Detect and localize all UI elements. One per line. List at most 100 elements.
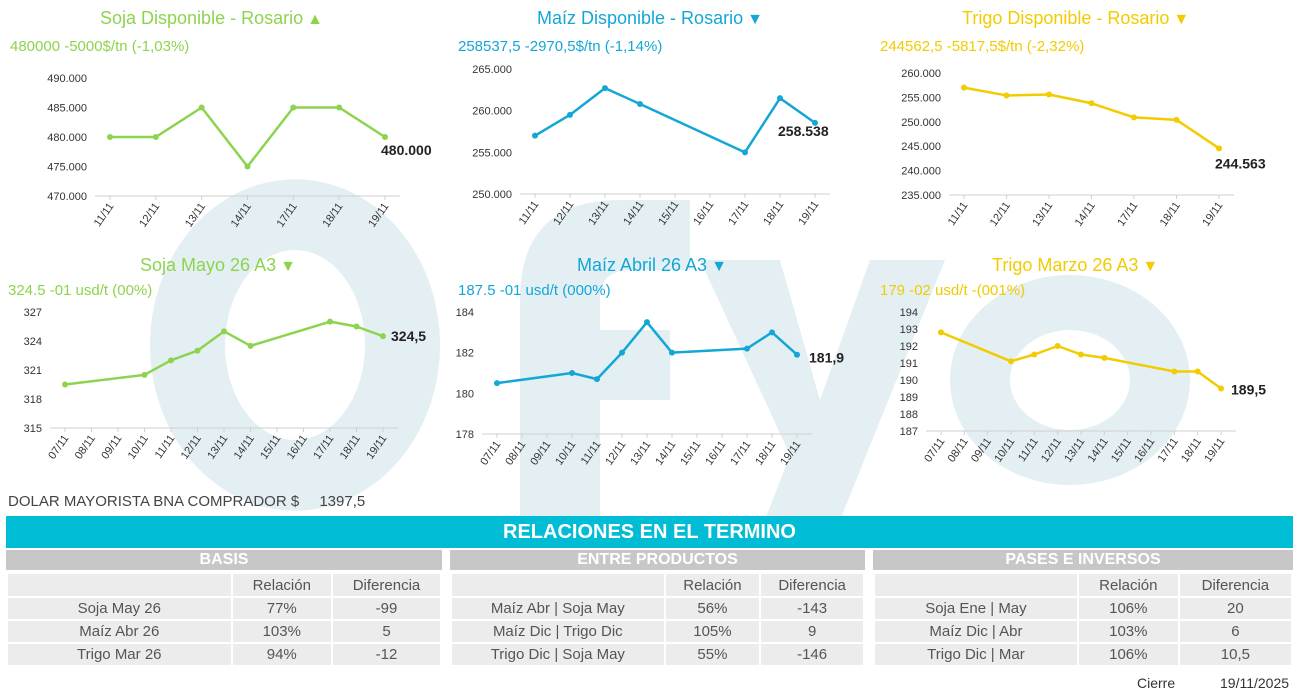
data-point — [327, 318, 333, 325]
arrow-down-icon: ▼ — [280, 258, 296, 275]
x-tick-label: 19/11 — [366, 201, 391, 230]
x-tick-label: 07/11 — [478, 439, 503, 468]
last-value-label: 189,5 — [1231, 382, 1266, 398]
x-tick-label: 09/11 — [528, 439, 553, 468]
chart-subtitle: 244562,5 -5817,5$/tn (-2,32%) — [880, 38, 1085, 55]
footer-date: 19/11/2025 — [1220, 675, 1290, 691]
data-point — [769, 329, 775, 336]
data-point — [62, 381, 68, 388]
chart-subtitle: 187.5 -01 usd/t (000%) — [458, 282, 611, 299]
chart-subtitle: 258537,5 -2970,5$/tn (-1,14%) — [458, 38, 663, 55]
row-diferencia: 5 — [332, 621, 440, 642]
x-tick-label: 12/11 — [988, 200, 1013, 229]
row-name: Trigo Dic | Soja May — [452, 644, 664, 665]
empty-header — [452, 574, 664, 596]
row-relacion: 77% — [232, 598, 331, 619]
pases-inversos-panel: PASES E INVERSOS Relación Diferencia Soja… — [873, 550, 1293, 667]
data-point — [290, 104, 297, 111]
chart-plot: 490.000 485.000 480.000 475.000 470.000 11/11… — [47, 73, 432, 230]
last-value-label: 480.000 — [381, 142, 432, 158]
data-point — [168, 357, 174, 364]
x-tick-label: 13/11 — [183, 201, 208, 230]
x-tick-label: 12/11 — [551, 199, 576, 228]
chart-plot: 19419319219119018918818707/1108/1109/111… — [900, 307, 1267, 465]
chart-trigo-marzo: Trigo Marzo 26 A3 ▼ 179 -02 usd/t -(001%)… — [864, 250, 1297, 490]
y-tick-label: 255.000 — [472, 147, 512, 159]
data-point — [938, 329, 944, 336]
empty-header — [875, 574, 1077, 596]
x-tick-label: 16/11 — [691, 199, 716, 228]
y-tick-label: 240.000 — [901, 166, 941, 178]
x-tick-label: 18/11 — [320, 201, 345, 230]
y-tick-label: 182 — [456, 348, 474, 360]
x-tick-label: 12/11 — [179, 433, 204, 462]
row-name: Trigo Mar 26 — [8, 644, 231, 665]
x-tick-label: 19/11 — [796, 199, 821, 228]
col-header-diferencia: Diferencia — [1179, 574, 1291, 596]
series-line — [110, 106, 386, 168]
data-point — [244, 163, 251, 170]
x-tick-label: 07/11 — [922, 436, 947, 465]
row-diferencia: -146 — [761, 644, 863, 665]
table-row: Maíz Abr | Soja May 56% -143 — [452, 598, 863, 619]
row-name: Maíz Dic | Abr — [875, 621, 1077, 642]
x-tick-label: 19/11 — [1200, 200, 1225, 229]
y-tick-label: 321 — [24, 365, 42, 377]
series-line — [496, 320, 798, 385]
x-tick-label: 13/11 — [205, 433, 230, 462]
data-point — [777, 95, 783, 102]
x-tick-label: 14/11 — [653, 439, 678, 468]
data-point — [961, 84, 967, 91]
y-tick-label: 475.000 — [47, 162, 87, 174]
x-tick-label: 11/11 — [579, 439, 604, 467]
chart-plot: 184 182 180 178 07/11 08/11 09/11 10/11 11/11 12/… — [456, 307, 845, 468]
row-name: Soja May 26 — [8, 598, 231, 619]
row-name: Soja Ene | May — [875, 598, 1077, 619]
data-point — [221, 328, 227, 335]
series-line — [940, 331, 1222, 390]
x-tick-label: 11/11 — [92, 201, 117, 229]
table-row: Soja May 26 77% -99 — [8, 598, 440, 619]
data-point — [1046, 91, 1052, 98]
x-tick-label: 17/11 — [311, 433, 336, 462]
data-point — [602, 85, 608, 92]
y-tick-label: 235.000 — [901, 190, 941, 202]
panel-title: BASIS — [6, 550, 442, 570]
y-tick-label: 190 — [900, 375, 918, 387]
y-tick-label: 470.000 — [47, 191, 87, 203]
y-tick-label: 188 — [900, 409, 918, 421]
y-tick-label: 260.000 — [901, 68, 941, 80]
entre-productos-table: Relación Diferencia Maíz Abr | Soja May 56… — [450, 572, 865, 667]
chart-subtitle: 324.5 -01 usd/t (00%) — [8, 282, 153, 299]
chart-title: Maíz Abril 26 A3 ▼ — [577, 255, 727, 275]
row-diferencia: 20 — [1179, 598, 1291, 619]
row-diferencia: 10,5 — [1179, 644, 1291, 665]
x-tick-label: 10/11 — [992, 436, 1017, 465]
data-point — [141, 371, 148, 378]
basis-table: Relación Diferencia Soja May 26 77% -99 Maí… — [6, 572, 442, 667]
chart-title: Trigo Disponible - Rosario ▼ — [962, 8, 1190, 28]
data-point — [637, 101, 643, 107]
row-name: Trigo Dic | Mar — [875, 644, 1077, 665]
chart-title: Soja Mayo 26 A3 ▼ — [140, 255, 296, 275]
x-tick-label: 19/11 — [364, 433, 389, 462]
pases-inversos-table: Relación Diferencia Soja Ene | May 106% 20 … — [873, 572, 1293, 667]
y-tick-label: 480.000 — [47, 132, 87, 144]
row-relacion: 94% — [232, 644, 331, 665]
y-tick-label: 187 — [900, 426, 918, 438]
chart-plot: 260.000 255.000 250.000 245.000 240.000 235.0… — [901, 68, 1266, 229]
x-tick-label: 09/11 — [99, 433, 124, 462]
data-point — [1031, 351, 1038, 358]
row-relacion: 106% — [1078, 644, 1178, 665]
y-tick-label: 194 — [900, 307, 918, 319]
arrow-up-icon: ▲ — [307, 11, 323, 28]
x-tick-label: 19/11 — [1202, 436, 1227, 465]
x-tick-label: 14/11 — [1086, 436, 1111, 465]
x-tick-label: 14/11 — [621, 199, 646, 228]
data-point — [152, 134, 159, 140]
chart-subtitle: 179 -02 usd/t -(001%) — [880, 282, 1026, 299]
data-point — [1194, 368, 1201, 375]
relaciones-banner: RELACIONES EN EL TERMINO — [6, 516, 1293, 548]
y-tick-label: 327 — [24, 307, 42, 319]
chart-soja-disponible: Soja Disponible - Rosario ▲ 480000 -5000$… — [0, 0, 432, 250]
